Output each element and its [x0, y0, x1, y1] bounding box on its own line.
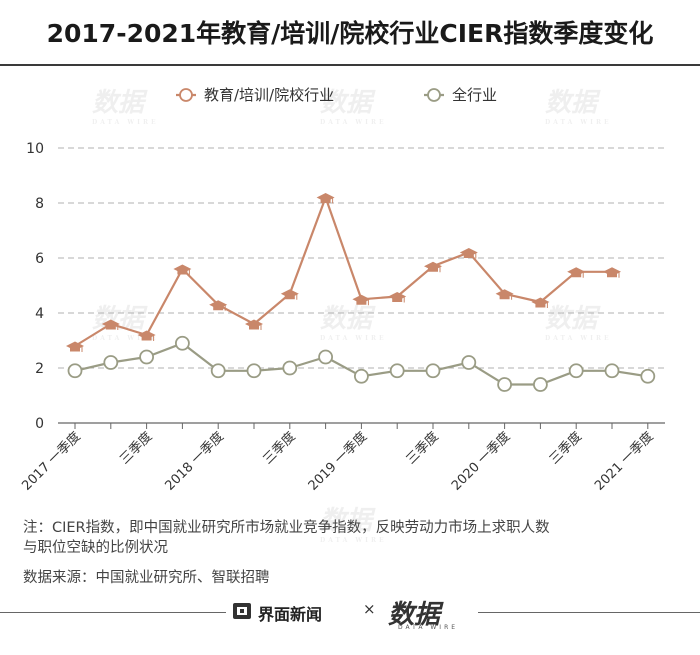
- note-line-1: 注：CIER指数，即中国就业研究所市场就业竞争指数，反映劳动力市场上求职人数: [23, 520, 550, 536]
- legend-marker: [179, 88, 193, 102]
- data-point: [604, 363, 620, 379]
- data-point: [173, 264, 192, 275]
- datawire-logo: 数据: [388, 600, 441, 630]
- data-point: [495, 289, 514, 300]
- data-point: [137, 330, 156, 341]
- footer-line-left: [0, 612, 226, 613]
- mortarboard-base: [284, 294, 295, 300]
- legend-label: 教育/培训/院校行业: [204, 86, 334, 104]
- y-tick-label: 6: [35, 251, 44, 267]
- note-line-2: 与职位空缺的比例状况: [23, 540, 168, 556]
- chart-title: 2017-2021年教育/培训/院校行业CIER指数季度变化: [46, 19, 654, 48]
- series-lines: [74, 196, 648, 386]
- jiemian-logo-icon: [233, 603, 251, 619]
- data-point: [174, 335, 190, 351]
- legend-label: 全行业: [452, 86, 497, 104]
- x-tick-label: 三季度: [546, 429, 585, 468]
- title-rule: [0, 64, 700, 66]
- footer-line-right: [478, 612, 700, 613]
- data-point: [280, 289, 299, 300]
- x-tick-label: 2018 一季度: [162, 429, 227, 494]
- data-point: [497, 377, 513, 392]
- x-tick-label: 2017 一季度: [19, 429, 84, 494]
- data-point: [67, 363, 83, 379]
- y-tick-label: 2: [35, 361, 44, 377]
- brand-name: 界面新闻: [258, 605, 323, 624]
- y-tick-label: 0: [35, 416, 44, 432]
- legend-marker: [427, 88, 441, 102]
- mortarboard-base: [499, 294, 510, 300]
- mortarboard-base: [428, 267, 438, 272]
- data-point: [103, 355, 119, 370]
- chart-legend: 教育/培训/院校行业 全行业: [176, 86, 497, 104]
- data-point: [533, 377, 548, 392]
- y-axis: 0 2 4 6 8 10: [26, 141, 44, 432]
- data-point: [459, 248, 478, 259]
- mortarboard-base: [535, 303, 546, 308]
- mortarboard-base: [249, 325, 259, 330]
- footer: 界面新闻 × 数据 DATA WIRE: [0, 598, 700, 631]
- mortarboard-base: [213, 305, 224, 311]
- x-tick-label: 三季度: [260, 429, 299, 468]
- mortarboard-base: [105, 325, 116, 330]
- y-tick-label: 10: [26, 141, 44, 157]
- data-point: [567, 267, 586, 278]
- data-point: [139, 349, 155, 365]
- mortarboard-base: [320, 198, 331, 203]
- data-point: [318, 349, 334, 365]
- datawire-logo-sub: DATA WIRE: [398, 624, 459, 631]
- data-point: [210, 363, 226, 379]
- mortarboard-base: [70, 347, 80, 352]
- mortarboard-base: [392, 297, 403, 302]
- times-symbol: ×: [363, 600, 376, 618]
- data-point: [352, 294, 371, 306]
- data-point: [246, 363, 262, 379]
- data-point: [282, 360, 298, 376]
- data-point: [425, 363, 441, 379]
- data-point: [316, 193, 335, 204]
- y-tick-label: 4: [35, 306, 44, 322]
- data-point: [424, 261, 442, 273]
- mortarboard-base: [571, 272, 582, 278]
- data-point: [101, 319, 120, 330]
- mortarboard-base: [177, 270, 188, 275]
- data-point: [568, 363, 584, 379]
- data-point: [603, 267, 621, 278]
- data-point: [209, 300, 228, 311]
- data-point: [531, 297, 550, 308]
- data-point: [461, 355, 477, 370]
- mortarboard-base: [356, 300, 367, 305]
- x-tick-label: 2019 一季度: [305, 429, 370, 494]
- series-line-0: [74, 196, 612, 347]
- mortarboard-base: [607, 272, 617, 278]
- x-tick-label: 三季度: [403, 429, 442, 468]
- mortarboard-base: [141, 336, 152, 341]
- mortarboard-base: [463, 253, 474, 258]
- data-point: [640, 368, 656, 384]
- x-axis: 2017 一季度 三季度 2018 一季度 三季度 2019 一季度 三季度 2020 一季…: [19, 423, 657, 494]
- data-point: [245, 319, 263, 330]
- x-tick-label: 2020 一季度: [448, 429, 513, 494]
- y-tick-label: 8: [35, 196, 44, 212]
- data-point: [389, 363, 405, 379]
- data-point: [388, 292, 407, 303]
- data-point: [66, 341, 84, 352]
- x-tick-label: 三季度: [117, 429, 156, 468]
- chart-note: 注：CIER指数，即中国就业研究所市场就业竞争指数，反映劳动力市场上求职人数 与…: [23, 518, 550, 558]
- data-point: [353, 368, 369, 384]
- x-tick-label: 2021 一季度: [591, 429, 656, 494]
- data-source: 数据来源：中国就业研究所、智联招聘: [23, 570, 270, 586]
- series-markers: [66, 193, 656, 392]
